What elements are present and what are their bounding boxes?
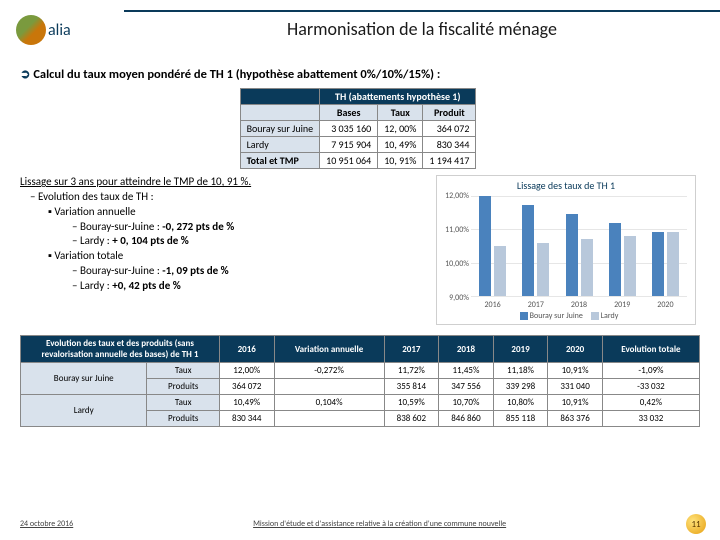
title-bar: Harmonisation de la fiscalité ménage: [124, 10, 720, 46]
page-title: Harmonisation de la fiscalité ménage: [287, 18, 557, 40]
t1-blank: [240, 89, 320, 105]
bullet-block: Lissage sur 3 ans pour atteindre le TMP …: [20, 175, 426, 325]
lead-text: Calcul du taux moyen pondéré de TH 1 (hy…: [20, 66, 696, 82]
chart-legend: Bouray sur Juine Lardy: [437, 311, 695, 321]
lissage-line: Lissage sur 3 ans pour atteindre le TMP …: [20, 175, 426, 190]
footer: 24 octobre 2016 Mission d'étude et d'ass…: [20, 514, 706, 534]
t1-head: TH (abattements hypothèse 1): [320, 89, 476, 105]
vt-head: Variation totale: [48, 249, 426, 264]
logo: alia: [16, 8, 116, 52]
logo-text: alia: [48, 21, 71, 40]
chart-lissage: Lissage des taux de TH 1 201620172018201…: [436, 175, 696, 325]
page-number: 11: [686, 514, 706, 534]
evo-line: Evolution des taux de TH :: [30, 190, 426, 205]
footer-mission: Mission d'étude et d'assistance relative…: [73, 519, 686, 529]
table-evolution: Evolution des taux et des produits (sans…: [20, 335, 700, 427]
footer-date: 24 octobre 2016: [20, 519, 73, 529]
logo-mark: [16, 15, 46, 45]
chart-title: Lissage des taux de TH 1: [437, 176, 695, 195]
va-head: Variation annuelle: [48, 205, 426, 220]
table-th-summary: TH (abattements hypothèse 1) BasesTauxPr…: [240, 88, 477, 169]
